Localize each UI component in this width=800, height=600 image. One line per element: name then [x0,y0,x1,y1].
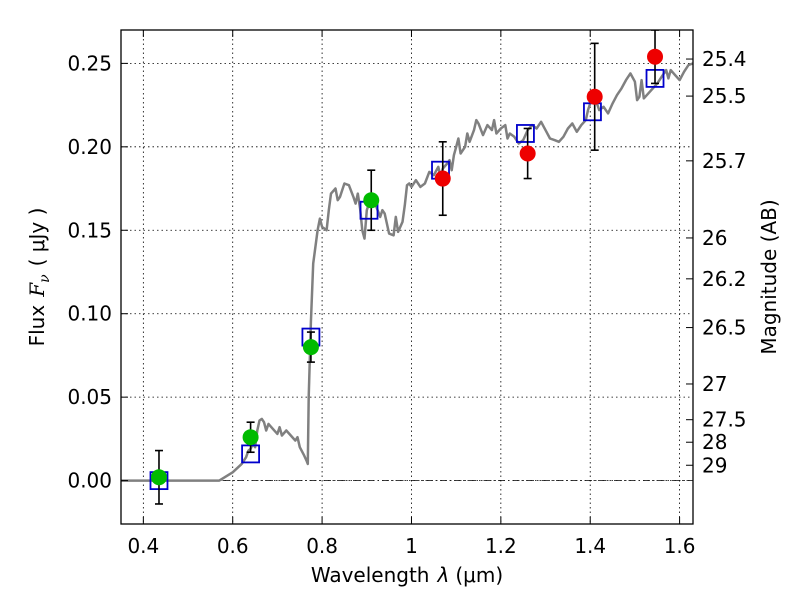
model-spectrum-line [121,62,693,482]
y-tick-label: 0.25 [67,51,112,75]
y2-tick-label: 25.7 [702,149,747,173]
y-tick-label: 0.00 [67,469,112,493]
y-tick-label: 0.15 [67,218,112,242]
x-tick-label: 1.4 [574,534,606,558]
y-axis-label-symbol: F [25,282,49,298]
x-axis-label-unit: (μm) [455,563,503,587]
observation-point [519,145,536,162]
y2-tick-label: 26.5 [702,316,747,340]
ticks: 0.4 0.6 0.8 1 1.2 1.4 1.6 0.00 0.05 0.10 0.15 0.20 0… [67,30,747,558]
y2-tick-label: 25.4 [702,47,747,71]
plot-area [121,30,693,505]
observation-point [434,170,451,187]
detection-point [150,469,167,486]
y-tick-label: 0.10 [67,302,112,326]
x-axis-label-text: Wavelength [311,563,430,587]
y2-tick-label: 26 [702,226,727,250]
model-photometry-square [516,124,535,143]
y2-tick-label: 27 [702,372,727,396]
x-tick-label: 0.4 [127,534,159,558]
y-tick-label: 0.20 [67,135,112,159]
x-axis-label: Wavelength λ (μm) [311,563,503,587]
y2-tick-label: 28 [702,430,727,454]
y2-axis-label: Magnitude (AB) [757,199,781,354]
grid [121,30,693,524]
y-axis-label-subscript: ν [37,274,53,283]
y2-tick-label: 25.5 [702,84,747,108]
y2-tick-label: 29 [702,453,727,477]
y-axis-label-unit: ( μJy ) [25,208,49,267]
observation-point [647,48,664,65]
axis-labels: Wavelength λ (μm) Flux Fν ( μJy ) Magnitude … [25,199,781,587]
x-tick-label: 1.2 [485,534,517,558]
y2-tick-label: 27.5 [702,408,747,432]
y-axis-label-text: Flux [25,305,49,347]
x-tick-label: 0.8 [306,534,338,558]
detection-point [242,429,259,446]
x-tick-label: 1 [405,534,418,558]
detection-point [302,339,319,356]
y2-tick-label: 26.2 [702,267,747,291]
y-tick-label: 0.05 [67,385,112,409]
y-axis-label: Flux Fν ( μJy ) [25,208,53,347]
plot-frame [120,29,694,525]
x-tick-label: 1.6 [664,534,696,558]
observation-point [586,88,603,105]
x-axis-label-symbol: λ [437,563,450,587]
x-tick-label: 0.6 [217,534,249,558]
detection-point [363,192,380,209]
